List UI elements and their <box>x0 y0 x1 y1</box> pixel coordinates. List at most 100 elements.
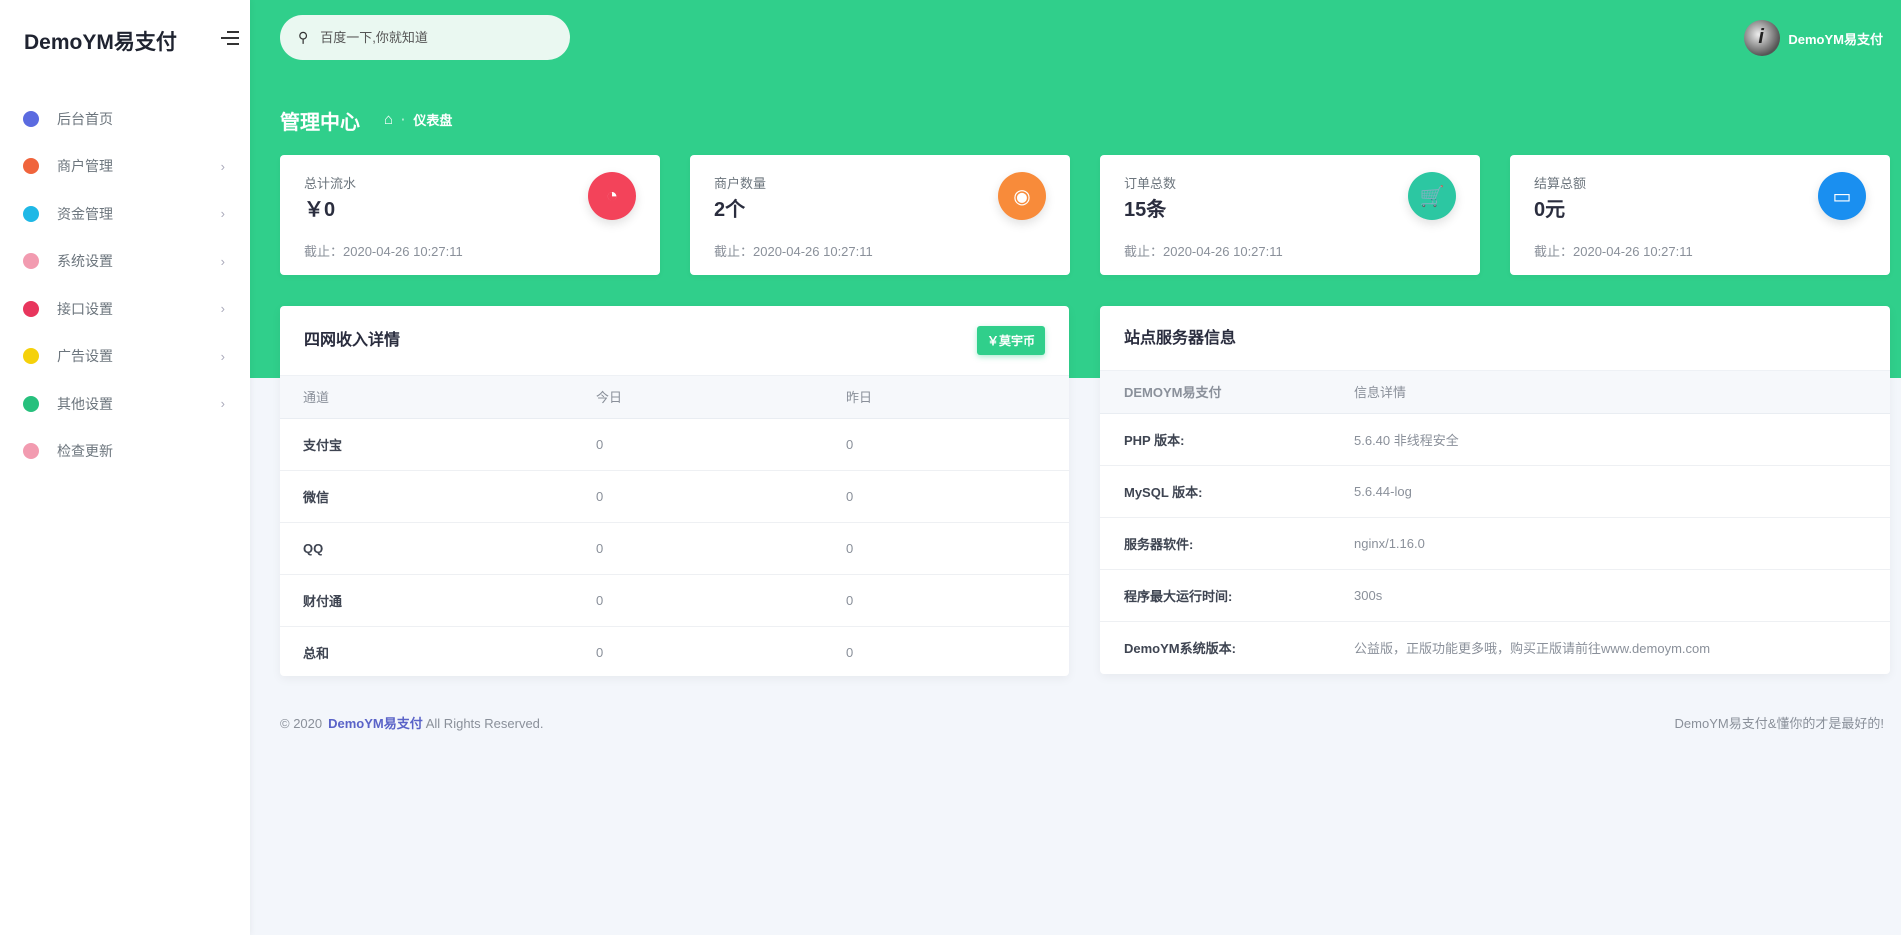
yesterday-cell: 0 <box>846 644 854 660</box>
sidebar-item[interactable]: 其他设置 › <box>0 380 250 428</box>
user-menu[interactable]: DemoYM易支付 <box>1744 20 1883 56</box>
today-cell: 0 <box>596 470 846 523</box>
income-panel: 四网收入详情 ￥莫宇币 通道 今日 昨日 支付宝 0 0 微信 0 0 QQ 0 0 财付通 0 0 总… <box>280 306 1069 676</box>
sidebar-item[interactable]: 后台首页 <box>0 95 250 143</box>
breadcrumb-current: 仪表盘 <box>413 113 453 128</box>
rocket-icon <box>23 443 39 460</box>
sidebar-item[interactable]: 检查更新 <box>0 428 250 476</box>
cart-icon: 🛒 <box>1408 172 1456 220</box>
search-input[interactable] <box>320 30 551 45</box>
table-row: 微信 0 0 <box>280 470 1069 523</box>
paper-plane-icon <box>23 395 39 412</box>
info-value: 公益版，正版功能更多哦，购买正版请前往www.demoym.com <box>1354 640 1711 656</box>
column-header: 通道 <box>280 376 596 419</box>
yesterday-cell: 0 <box>846 418 1069 471</box>
stat-date: 截止：2020-04-26 10:27:11 <box>1534 244 1693 259</box>
sidebar-item[interactable]: 接口设置 › <box>0 285 250 333</box>
sidebar-item[interactable]: 资金管理 › <box>0 190 250 238</box>
sidebar-item[interactable]: 广告设置 › <box>0 333 250 381</box>
footer-brand-link[interactable]: DemoYM易支付 <box>328 716 423 731</box>
search-icon: ⚲ <box>298 29 309 45</box>
chevron-right-icon: › <box>220 348 225 364</box>
info-key: PHP 版本: <box>1100 413 1354 466</box>
plug-icon <box>23 300 39 317</box>
footer-copyright: © 2020 DemoYM易支付 All Rights Reserved. <box>280 713 544 732</box>
info-value: nginx/1.16.0 <box>1354 517 1890 570</box>
chevron-right-icon: › <box>220 158 225 174</box>
user-circle-icon: ◉ <box>998 172 1046 220</box>
stat-label: 结算总额 <box>1534 176 1587 191</box>
channel-cell: 总和 <box>303 645 330 661</box>
chevron-right-icon: › <box>220 206 225 222</box>
column-header: DEMOYM易支付 <box>1100 371 1354 414</box>
info-value: 300s <box>1354 569 1890 622</box>
sidebar-item-label: 商户管理 <box>57 158 113 175</box>
today-cell: 0 <box>596 574 846 627</box>
chevron-right-icon: › <box>220 396 225 412</box>
channel-cell: QQ <box>280 522 596 575</box>
credit-card-icon: ▭ <box>1818 172 1866 220</box>
rights-text: All Rights Reserved. <box>425 716 544 731</box>
info-key: 程序最大运行时间: <box>1100 569 1354 622</box>
footer-slogan: DemoYM易支付&懂你的才是最好的! <box>1674 716 1884 731</box>
rocket-icon <box>23 253 39 270</box>
stat-label: 订单总数 <box>1124 176 1177 191</box>
info-value: 5.6.44-log <box>1354 465 1890 518</box>
channel-cell: 财付通 <box>280 574 596 627</box>
server-panel: 站点服务器信息 DEMOYM易支付 信息详情 PHP 版本: 5.6.40 非线程… <box>1100 306 1890 674</box>
income-title: 四网收入详情 <box>280 306 1069 376</box>
sidebar-item-label: 系统设置 <box>57 253 113 270</box>
menu-toggle-icon[interactable] <box>221 31 239 45</box>
page-title: 管理中心 <box>280 112 360 134</box>
sidebar-item-label: 其他设置 <box>57 395 113 412</box>
stat-date: 截止：2020-04-26 10:27:11 <box>714 244 873 259</box>
logo[interactable]: DemoYM易支付 <box>24 31 177 54</box>
stat-value: 15条 <box>1124 199 1167 221</box>
yesterday-cell: 0 <box>846 470 1069 523</box>
copyright-year: © 2020 <box>280 716 323 731</box>
chevron-right-icon: › <box>220 253 225 269</box>
sidebar-item-label: 后台首页 <box>57 110 113 127</box>
compass-icon <box>23 110 39 127</box>
stat-date: 截止：2020-04-26 10:27:11 <box>304 244 463 259</box>
pie-chart-icon <box>23 348 39 365</box>
user-name: DemoYM易支付 <box>1788 31 1883 47</box>
info-key: DemoYM系统版本: <box>1124 640 1236 656</box>
home-icon[interactable]: ⌂ <box>384 111 394 128</box>
stat-card: 结算总额 0元截止：2020-04-26 10:27:11 ▭ <box>1510 155 1890 275</box>
currency-button[interactable]: ￥莫宇币 <box>976 326 1045 355</box>
table-row: PHP 版本: 5.6.40 非线程安全 <box>1100 413 1890 466</box>
today-cell: 0 <box>596 418 846 471</box>
info-key: 服务器软件: <box>1100 517 1354 570</box>
info-value: 5.6.40 非线程安全 <box>1354 413 1890 466</box>
column-header: 信息详情 <box>1354 371 1890 414</box>
channel-cell: 支付宝 <box>280 418 596 471</box>
income-table: 通道 今日 昨日 支付宝 0 0 微信 0 0 QQ 0 0 财付通 0 0 总和 0 0 <box>280 376 1069 676</box>
table-row: MySQL 版本: 5.6.44-log <box>1100 465 1890 518</box>
stat-date: 截止：2020-04-26 10:27:11 <box>1124 244 1283 259</box>
search-box[interactable]: ⚲ <box>280 15 570 60</box>
stat-value: 0元 <box>1534 199 1566 221</box>
stat-card: 总计流水 ￥0 截止：2020-04-26 10:27:11 ◔ <box>280 155 660 275</box>
pie-chart-icon: ◔ <box>588 172 636 220</box>
credit-card-icon <box>23 205 39 222</box>
table-row: DemoYM系统版本: 公益版，正版功能更多哦，购买正版请前往www.demoym… <box>1100 621 1890 673</box>
column-header: 昨日 <box>846 376 1069 419</box>
server-table: DEMOYM易支付 信息详情 PHP 版本: 5.6.40 非线程安全 MySQL … <box>1100 371 1890 673</box>
chevron-right-icon: › <box>220 301 225 317</box>
table-row: 财付通 0 0 <box>280 574 1069 627</box>
table-row: 支付宝 0 0 <box>280 418 1069 471</box>
table-row: QQ 0 0 <box>280 522 1069 575</box>
today-cell: 0 <box>596 644 604 660</box>
sidebar: DemoYM易支付 后台首页 商户管理 › 资金管理 › 系统设置 › 接口设置 › 广告设置 › 其… <box>0 0 250 935</box>
table-row: 程序最大运行时间: 300s <box>1100 569 1890 622</box>
sidebar-item[interactable]: 商户管理 › <box>0 143 250 191</box>
channel-cell: 微信 <box>280 470 596 523</box>
stat-value: ￥0 <box>304 199 336 221</box>
stat-value: 2个 <box>714 199 746 221</box>
stat-label: 商户数量 <box>714 176 767 191</box>
sidebar-item[interactable]: 系统设置 › <box>0 238 250 286</box>
info-key: MySQL 版本: <box>1100 465 1354 518</box>
sidebar-menu: 后台首页 商户管理 › 资金管理 › 系统设置 › 接口设置 › 广告设置 › 其他设置 › 检查更新 <box>0 95 250 475</box>
stat-label: 总计流水 <box>304 176 357 191</box>
